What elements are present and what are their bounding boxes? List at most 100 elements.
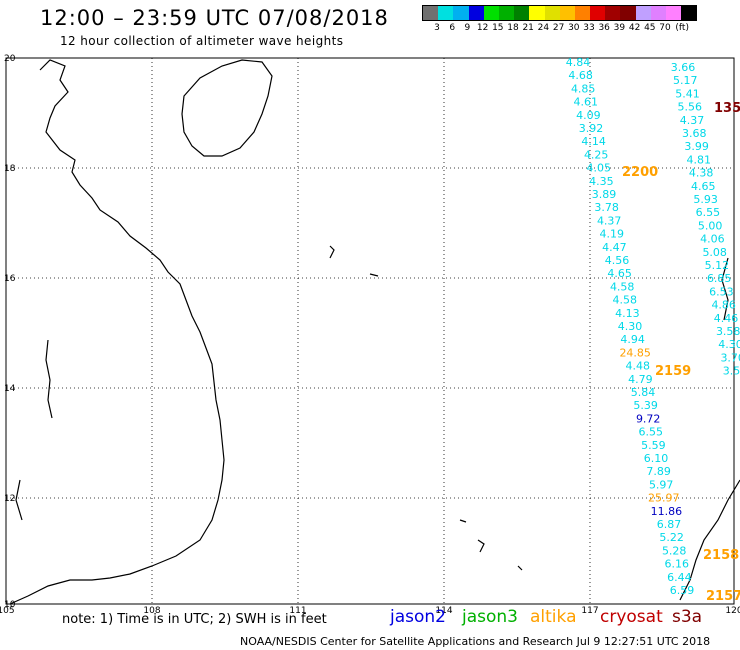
wave-height-value: 4.79 [628, 373, 653, 386]
wave-height-value: 6.10 [644, 452, 669, 465]
wave-height-value: 4.61 [574, 96, 599, 109]
legend-swatch [498, 6, 515, 20]
legend-swatch [559, 6, 575, 20]
legend-tick-label: 45 [644, 23, 656, 33]
legend-swatch [681, 6, 697, 20]
map-frame-border [5, 57, 735, 605]
wave-height-value: 4.58 [610, 280, 635, 293]
wave-height-value: 5.17 [673, 74, 698, 87]
wave-height-value: 3.68 [682, 127, 707, 140]
latitude-label: 14 [4, 384, 16, 394]
legend-swatch [574, 6, 591, 20]
wave-height-value: 4.19 [600, 228, 625, 241]
legend-tick-label: 15 [492, 23, 504, 33]
legend-tick-label: 24 [537, 23, 550, 33]
wave-height-value: 4.68 [568, 69, 593, 82]
east-coastline-upper [721, 257, 729, 321]
wave-height-value: 7.89 [646, 465, 671, 478]
wave-height-value: 4.30 [618, 320, 643, 333]
longitude-label: 108 [143, 606, 160, 616]
legend-swatch [468, 6, 484, 20]
east-coastline [679, 479, 740, 601]
wave-height-value: 4.65 [691, 180, 716, 193]
wave-height-value: 4.94 [620, 333, 645, 346]
wave-height-value: 5.59 [641, 439, 666, 452]
wave-height-value: 4.58 [613, 294, 638, 307]
legend-swatches [422, 5, 698, 21]
coastline-fragment-2 [15, 479, 23, 521]
track-labels: 4.844.684.854.614.093.924.144.254.054.35… [566, 56, 740, 597]
wave-height-value: 5.00 [698, 219, 723, 232]
legend-swatch [544, 6, 560, 20]
satellite-name: altika [530, 607, 577, 627]
legend-tick-label: 39 [613, 23, 626, 33]
wave-height-value: 3.78 [594, 201, 619, 214]
wave-height-value: 3.66 [671, 61, 696, 74]
legend-tick-label: 33 [583, 23, 595, 33]
wave-height-value: 3.50 [723, 365, 740, 378]
legend-swatch [483, 6, 499, 20]
legend-tick-label: 36 [598, 23, 610, 33]
pass-id-label: 135 [714, 101, 740, 116]
legend-tick-label: 30 [568, 23, 580, 33]
reef-4 [477, 539, 485, 553]
wave-height-value: 4.09 [576, 109, 601, 122]
wave-height-value: 4.56 [605, 254, 630, 267]
legend-tick-label: 21 [522, 23, 534, 33]
wave-height-value: 3.99 [684, 140, 709, 153]
wave-height-value: 4.38 [689, 167, 714, 180]
wave-height-value: 4.86 [711, 299, 736, 312]
legend-swatch [650, 6, 666, 20]
wave-height-value: 3.58 [716, 325, 740, 338]
wave-height-value: 6.16 [665, 558, 690, 571]
wave-height-value: 4.65 [607, 267, 632, 280]
satellite-name: jason2 [390, 607, 446, 627]
wave-height-value: 4.25 [584, 148, 609, 161]
wave-height-value: 5.08 [702, 246, 727, 259]
wave-height-value: 6.55 [639, 426, 664, 439]
pass-id-label: 2200 [622, 165, 658, 180]
longitude-label: 120 [725, 606, 740, 616]
longitude-label: 111 [289, 606, 306, 616]
wave-height-value: 6.44 [667, 571, 692, 584]
wave-height-value: 24.85 [619, 346, 651, 359]
wave-height-value: 9.72 [636, 412, 661, 425]
coastlines [9, 59, 740, 605]
legend-swatch [635, 6, 651, 20]
gridlines [6, 58, 734, 604]
wave-height-value: 4.13 [615, 307, 640, 320]
wave-height-value: 4.85 [571, 82, 596, 95]
hainan-coastline [181, 59, 273, 157]
wave-height-value: 4.47 [602, 241, 627, 254]
wave-height-value: 25.97 [648, 492, 680, 505]
coastline-fragment-1 [45, 339, 53, 419]
legend-tick-label: 42 [628, 23, 641, 33]
wave-height-value: 6.55 [696, 206, 721, 219]
legend-tick-label: 70 [659, 23, 671, 33]
wave-height-value: 5.84 [631, 386, 656, 399]
latitude-label: 12 [4, 494, 15, 504]
legend-swatch [605, 6, 621, 20]
latitude-label: 16 [4, 274, 16, 284]
wave-height-value: 4.37 [597, 214, 622, 227]
wave-height-value: 3.89 [592, 188, 617, 201]
wave-height-value: 3.70 [720, 351, 740, 364]
wave-height-value: 11.86 [651, 505, 683, 518]
satellite-name: jason3 [462, 607, 518, 627]
wave-height-value: 4.37 [680, 114, 705, 127]
legend-swatch [453, 6, 469, 20]
wave-height-value: 6.85 [707, 272, 732, 285]
wave-height-value: 4.35 [589, 175, 614, 188]
wave-height-value: 6.59 [670, 584, 695, 597]
legend-swatch [666, 6, 682, 20]
wave-height-value: 4.48 [626, 360, 651, 373]
map-title: 12:00 – 23:59 UTC 07/08/2018 [40, 6, 389, 30]
legend-swatch [529, 6, 545, 20]
latitude-label: 18 [4, 164, 16, 174]
legend-tick-label: 6 [449, 23, 456, 33]
wave-height-value: 4.81 [687, 153, 712, 166]
wave-height-value: 5.56 [678, 101, 703, 114]
wave-height-value: 4.84 [566, 56, 591, 69]
legend-swatch [514, 6, 530, 20]
